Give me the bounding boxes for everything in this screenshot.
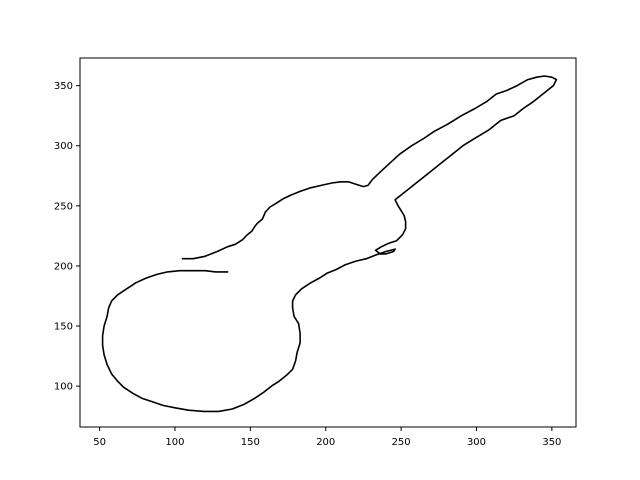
y-tick-label: 350 bbox=[54, 81, 73, 92]
series-line-0 bbox=[101, 75, 558, 413]
y-tick-label: 150 bbox=[54, 322, 73, 333]
x-tick-label: 150 bbox=[241, 437, 260, 448]
x-tick-label: 350 bbox=[542, 437, 561, 448]
x-tick-label: 250 bbox=[392, 437, 411, 448]
x-tick-label: 50 bbox=[93, 437, 106, 448]
plot-area bbox=[101, 75, 558, 413]
y-tick-label: 200 bbox=[54, 261, 73, 272]
x-tick-label: 100 bbox=[165, 437, 184, 448]
x-tick-label: 300 bbox=[467, 437, 486, 448]
x-axis: 50 100 150 200 250 300 350 bbox=[93, 427, 561, 448]
axes-frame bbox=[79, 57, 577, 428]
y-axis: 100 150 200 250 300 350 bbox=[54, 81, 80, 393]
y-tick-label: 100 bbox=[54, 382, 73, 393]
x-tick-label: 200 bbox=[316, 437, 335, 448]
y-tick-label: 250 bbox=[54, 201, 73, 212]
y-tick-label: 300 bbox=[54, 141, 73, 152]
